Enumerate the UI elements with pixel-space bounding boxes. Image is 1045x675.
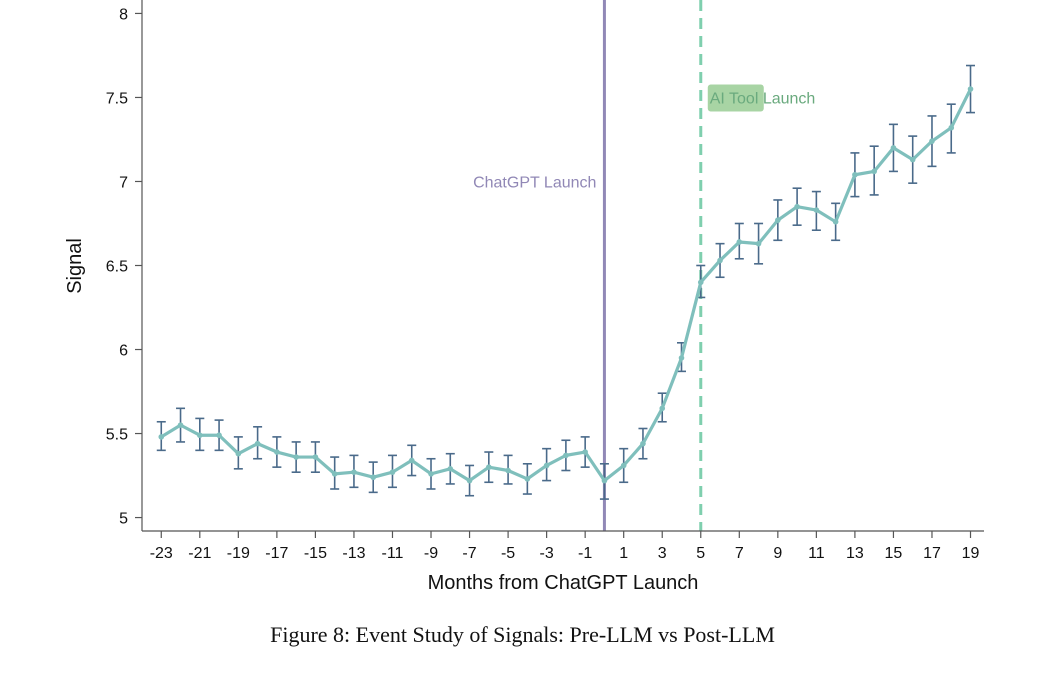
data-point	[794, 203, 800, 210]
launch-lines	[602, 0, 703, 531]
data-point	[293, 454, 299, 460]
x-tick-label: -11	[382, 545, 404, 562]
x-tick-label: -1	[578, 545, 592, 562]
data-point	[428, 471, 434, 477]
data-point	[967, 86, 974, 92]
x-tick-label: -13	[342, 545, 365, 562]
data-point	[235, 450, 242, 457]
x-tick-label: 5	[696, 545, 705, 562]
x-tick-label: -19	[227, 545, 250, 562]
data-point	[274, 449, 280, 455]
data-point	[678, 355, 685, 361]
figure-caption: Figure 8: Event Study of Signals: Pre-LL…	[270, 622, 775, 647]
x-tick-label: -23	[150, 545, 173, 562]
data-point	[717, 257, 723, 264]
data-point	[370, 474, 377, 481]
x-tick-label: -9	[424, 545, 438, 562]
data-point	[466, 477, 473, 484]
x-tick-label: 1	[619, 545, 628, 562]
data-point	[543, 462, 550, 469]
chatgpt-launch-label: ChatGPT Launch	[473, 174, 596, 191]
x-tick-label: -15	[304, 545, 327, 562]
signal-series-line	[160, 88, 972, 483]
x-tick-label: 7	[735, 545, 744, 562]
data-point	[158, 434, 165, 440]
data-point	[929, 138, 935, 144]
x-tick-label: -5	[501, 545, 515, 562]
data-point	[852, 171, 858, 178]
annotations: ChatGPT Launch AI Tool Launch	[473, 84, 815, 191]
data-point	[447, 466, 454, 472]
y-ticks: 5 5.5 6 6.5 7 7.5 8	[106, 6, 142, 528]
data-points	[158, 86, 974, 484]
data-point	[640, 440, 646, 447]
x-tick-label: 3	[658, 545, 667, 562]
data-point	[486, 464, 492, 470]
data-point	[197, 432, 203, 439]
data-point	[408, 457, 415, 464]
y-tick-label: 7	[119, 174, 128, 191]
data-point	[948, 124, 955, 131]
data-point	[736, 239, 743, 245]
y-tick-label: 8	[119, 6, 128, 23]
x-tick-label: 17	[923, 545, 941, 562]
data-point	[216, 432, 222, 439]
axes	[141, 0, 984, 532]
error-bars	[156, 64, 976, 500]
x-tick-label: 19	[962, 545, 980, 562]
x-tick-label: 9	[773, 545, 782, 562]
data-point	[890, 145, 897, 151]
data-point	[524, 476, 531, 482]
x-tick-label: -7	[462, 545, 476, 562]
y-tick-label: 6.5	[106, 259, 128, 276]
x-tick-label: -17	[265, 545, 288, 562]
y-tick-label: 7.5	[106, 90, 128, 107]
data-point	[389, 469, 396, 475]
data-point	[871, 168, 877, 175]
data-point	[582, 449, 588, 455]
data-point	[177, 422, 184, 428]
y-tick-label: 5.5	[106, 427, 128, 444]
x-tick-label: -3	[540, 545, 554, 562]
y-tick-label: 6	[119, 343, 128, 360]
x-tick-label: 15	[885, 545, 903, 562]
data-point	[563, 452, 569, 459]
data-point	[254, 440, 261, 447]
data-point	[659, 405, 666, 412]
data-point	[312, 454, 319, 460]
data-point	[697, 279, 704, 286]
x-tick-label: -21	[188, 545, 211, 562]
x-axis-title: Months from ChatGPT Launch	[428, 572, 699, 594]
ai-tool-launch-label: AI Tool Launch	[710, 90, 816, 107]
data-point	[620, 462, 627, 469]
data-point	[755, 240, 762, 247]
event-study-chart: 55.566.577.58 -23 -21 -19 -17 -15 -13 -11 -9 -7-…	[64, 0, 984, 594]
data-point	[775, 217, 781, 223]
data-point	[832, 219, 839, 225]
data-point	[331, 471, 338, 477]
data-point	[505, 467, 511, 474]
ai-tool-label-highlight	[707, 84, 764, 112]
data-point	[909, 156, 916, 163]
y-axis-title: Signal	[64, 238, 86, 294]
x-tick-label: 11	[808, 545, 825, 562]
data-point	[601, 477, 608, 484]
data-point	[813, 207, 820, 213]
x-tick-label: 13	[846, 545, 864, 562]
data-point	[351, 469, 357, 475]
x-ticks: -23 -21 -19 -17 -15 -13 -11 -9 -7 -5 -3 -1 1 3 5 7 9 11 13…	[150, 531, 980, 562]
y-tick-label: 5	[119, 511, 128, 528]
